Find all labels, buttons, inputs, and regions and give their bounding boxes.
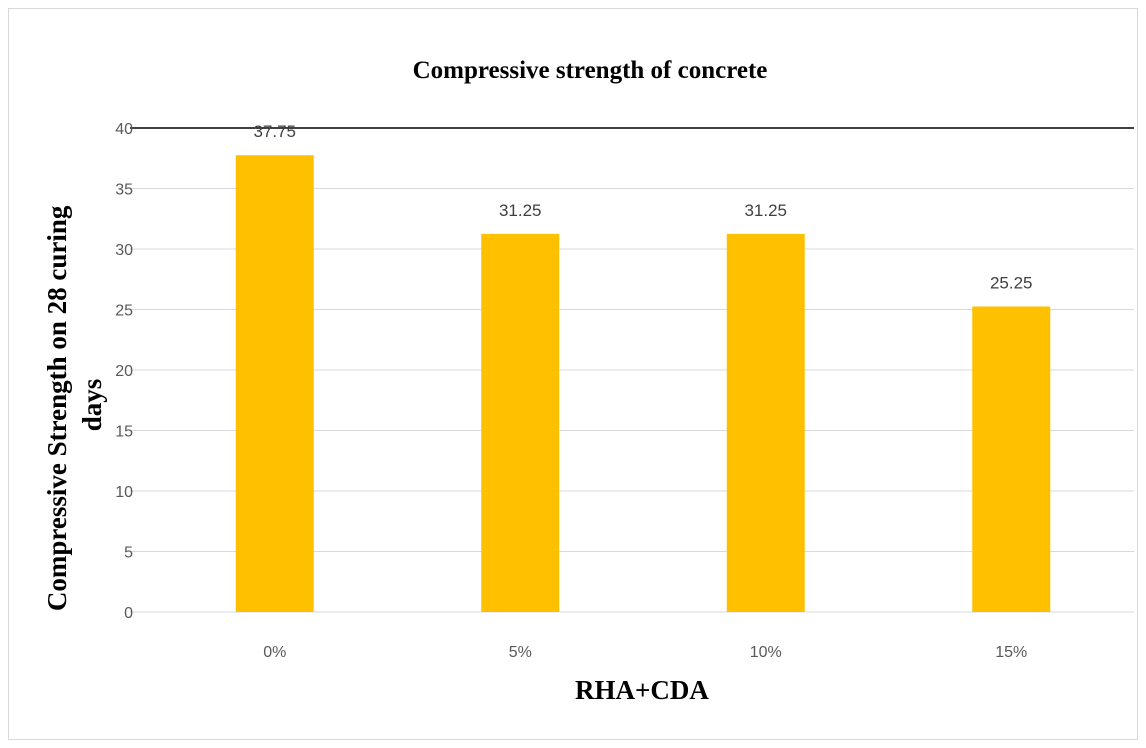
data-label: 31.25 bbox=[499, 201, 542, 220]
y-tick-label: 30 bbox=[115, 242, 133, 259]
y-axis-title-line-1: Compressive Strength on 28 curing bbox=[42, 205, 72, 611]
bar bbox=[481, 233, 560, 612]
y-tick-label: 25 bbox=[115, 303, 133, 320]
y-tick-label: 0 bbox=[124, 605, 133, 622]
y-tick-label: 15 bbox=[115, 424, 133, 441]
y-tick-label: 35 bbox=[115, 182, 133, 199]
data-labels: 37.75 31.25 31.25 25.25 bbox=[253, 122, 1032, 292]
data-label: 25.25 bbox=[990, 273, 1033, 292]
y-axis-title-line-2: days bbox=[77, 379, 107, 432]
bars bbox=[235, 155, 1051, 612]
x-tick-label: 15% bbox=[995, 644, 1027, 661]
y-tick-label: 40 bbox=[115, 121, 133, 138]
chart-title: Compressive strength of concrete bbox=[413, 57, 768, 84]
y-tick-label: 5 bbox=[124, 545, 133, 562]
chart-frame bbox=[8, 8, 1138, 740]
y-axis-title: Compressive Strength on 28 curing days bbox=[42, 199, 107, 611]
x-tick-label: 10% bbox=[750, 644, 782, 661]
x-axis-ticks: 0% 5% 10% 15% bbox=[263, 644, 1027, 661]
data-label: 37.75 bbox=[253, 122, 296, 141]
y-tick-label: 10 bbox=[115, 484, 133, 501]
x-tick-label: 5% bbox=[509, 644, 532, 661]
bar bbox=[972, 306, 1051, 612]
y-tick-label: 20 bbox=[115, 363, 133, 380]
x-tick-label: 0% bbox=[263, 644, 286, 661]
bar bbox=[235, 155, 314, 612]
bar bbox=[726, 233, 805, 612]
y-axis-ticks: 0 5 10 15 20 25 30 35 40 bbox=[115, 121, 133, 622]
x-axis-title: RHA+CDA bbox=[575, 675, 709, 705]
data-label: 31.25 bbox=[744, 201, 787, 220]
